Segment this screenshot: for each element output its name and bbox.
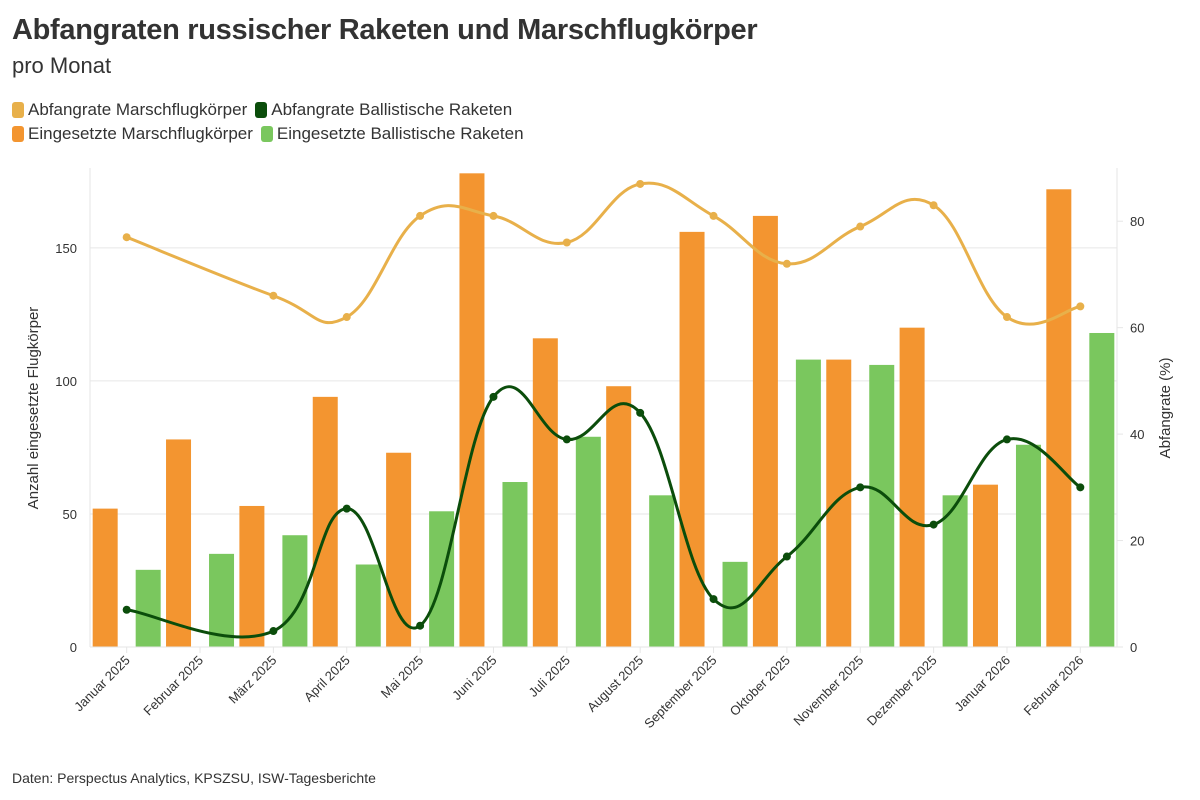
bar-eingesetzte-marschflugkoerper: [1046, 189, 1072, 648]
line-abfangrate-marschflugkoerper-point: [342, 313, 351, 322]
line-abfangrate-marschflugkoerper-point: [562, 238, 571, 247]
bar-eingesetzte-ballistische: [502, 482, 528, 647]
line-abfangrate-marschflugkoerper-point: [1002, 313, 1011, 322]
line-abfangrate-ballistische-point: [782, 552, 791, 561]
bar-eingesetzte-ballistische: [355, 564, 381, 647]
bar-eingesetzte-marschflugkoerper: [312, 396, 338, 647]
bar-eingesetzte-ballistische: [1015, 444, 1041, 647]
y2-axis-title: Abfangrate (%): [1157, 358, 1174, 459]
x-tick-label: August 2025: [584, 653, 646, 715]
line-abfangrate-marschflugkoerper-point: [636, 179, 645, 188]
y2-tick-label: 60: [1130, 321, 1144, 336]
rate-lines: [122, 179, 1085, 639]
legend-item-abfangrate-marschflugkoerper[interactable]: Abfangrate Marschflugkörper: [12, 100, 247, 120]
bars: [92, 173, 1115, 648]
line-abfangrate-marschflugkoerper-point: [1076, 302, 1085, 311]
line-abfangrate-marschflugkoerper-point: [489, 211, 498, 220]
bar-eingesetzte-marschflugkoerper: [532, 338, 558, 647]
x-tick-label: Februar 2025: [140, 653, 206, 719]
x-tick-label: Juli 2025: [526, 653, 573, 700]
y-tick-label: 150: [55, 241, 77, 256]
line-abfangrate-ballistische-point: [636, 408, 645, 417]
line-abfangrate-marschflugkoerper-point: [416, 211, 425, 220]
legend-item-eingesetzte-marschflugkoerper[interactable]: Eingesetzte Marschflugkörper: [12, 124, 253, 144]
bar-eingesetzte-marschflugkoerper: [606, 386, 632, 647]
bar-eingesetzte-ballistische: [795, 359, 821, 647]
y2-tick-label: 80: [1130, 214, 1144, 229]
line-abfangrate-ballistische-point: [562, 435, 571, 444]
y2-tick-label: 40: [1130, 427, 1144, 442]
line-abfangrate-ballistische-point: [122, 605, 131, 614]
bar-eingesetzte-ballistische: [942, 495, 968, 647]
bar-eingesetzte-ballistische: [575, 436, 601, 647]
x-tick-label: Februar 2026: [1021, 653, 1087, 719]
line-abfangrate-marschflugkoerper-point: [782, 259, 791, 268]
source-note: Daten: Perspectus Analytics, KPSZSU, ISW…: [12, 770, 376, 786]
legend-label: Eingesetzte Marschflugkörper: [28, 124, 253, 143]
line-abfangrate-ballistische-point: [269, 627, 278, 636]
x-tick-label: Januar 2025: [71, 653, 133, 715]
x-tick-label: Januar 2026: [951, 653, 1013, 715]
bar-eingesetzte-ballistische: [869, 364, 895, 647]
y-tick-label: 0: [70, 640, 77, 655]
legend-swatch: [12, 102, 24, 118]
x-tick-label: März 2025: [225, 653, 279, 707]
bar-eingesetzte-ballistische: [209, 553, 235, 647]
y2-tick-label: 20: [1130, 534, 1144, 549]
legend-label: Eingesetzte Ballistische Raketen: [276, 124, 524, 143]
bar-eingesetzte-ballistische: [1089, 332, 1115, 647]
x-tick-label: April 2025: [301, 653, 353, 705]
bar-eingesetzte-ballistische: [282, 535, 308, 647]
y2-tick-label: 0: [1130, 640, 1137, 655]
line-abfangrate-ballistische-point: [489, 392, 498, 401]
bar-eingesetzte-ballistische: [649, 495, 675, 647]
x-tick-label: Juni 2025: [449, 653, 499, 703]
line-abfangrate-ballistische-point: [856, 483, 865, 492]
legend: Abfangrate Marschflugkörper Abfangrate B…: [12, 98, 532, 146]
line-abfangrate-marschflugkoerper-point: [856, 222, 865, 231]
bar-eingesetzte-marschflugkoerper: [752, 215, 778, 647]
chart-subtitle: pro Monat: [12, 53, 112, 78]
line-abfangrate-marschflugkoerper-point: [929, 201, 938, 210]
y-tick-label: 100: [55, 374, 77, 389]
legend-label: Abfangrate Marschflugkörper: [28, 100, 248, 119]
chart-title: Abfangraten russischer Raketen und Marsc…: [12, 14, 758, 46]
x-tick-label: Dezember 2025: [864, 653, 940, 729]
line-abfangrate-ballistische-point: [929, 520, 938, 529]
legend-swatch: [260, 126, 273, 142]
line-abfangrate-marschflugkoerper-point: [709, 211, 718, 220]
x-tick-label: Mai 2025: [378, 653, 426, 701]
bar-eingesetzte-marschflugkoerper: [166, 439, 192, 647]
legend-swatch: [12, 126, 24, 142]
line-abfangrate-ballistische-point: [416, 621, 425, 630]
line-abfangrate-ballistische-point: [342, 504, 351, 513]
bar-eingesetzte-marschflugkoerper: [92, 508, 118, 647]
x-tick-label: November 2025: [790, 653, 866, 729]
bar-eingesetzte-marschflugkoerper: [386, 452, 412, 647]
line-abfangrate-marschflugkoerper-point: [122, 233, 131, 242]
line-abfangrate-ballistische: [126, 385, 1082, 639]
line-abfangrate-ballistische-point: [709, 595, 718, 604]
x-tick-label: Oktober 2025: [727, 653, 793, 719]
y-tick-label: 50: [63, 507, 77, 522]
legend-item-eingesetzte-ballistische[interactable]: Eingesetzte Ballistische Raketen: [260, 124, 524, 144]
line-abfangrate-ballistische-point: [1076, 483, 1085, 492]
x-tick-label: September 2025: [641, 653, 720, 732]
bar-eingesetzte-marschflugkoerper: [899, 327, 925, 647]
bar-eingesetzte-marschflugkoerper: [459, 173, 485, 648]
bar-eingesetzte-marschflugkoerper: [972, 484, 998, 647]
line-abfangrate-ballistische-point: [1002, 435, 1011, 444]
bar-eingesetzte-marschflugkoerper: [239, 505, 265, 647]
bar-eingesetzte-marschflugkoerper: [679, 231, 705, 647]
legend-label: Abfangrate Ballistische Raketen: [271, 100, 513, 119]
legend-swatch: [255, 102, 268, 118]
y-axis-title: Anzahl eingesetzte Flugkörper: [25, 307, 42, 510]
bar-eingesetzte-ballistische: [135, 569, 161, 647]
bar-eingesetzte-marschflugkoerper: [826, 359, 852, 647]
line-abfangrate-marschflugkoerper-point: [269, 291, 278, 300]
legend-item-abfangrate-ballistische[interactable]: Abfangrate Ballistische Raketen: [255, 100, 512, 120]
